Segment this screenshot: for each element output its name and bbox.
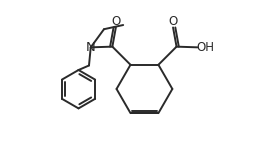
Text: OH: OH [196, 41, 214, 54]
Text: O: O [168, 15, 178, 28]
Text: O: O [111, 15, 121, 28]
Text: N: N [86, 41, 96, 54]
